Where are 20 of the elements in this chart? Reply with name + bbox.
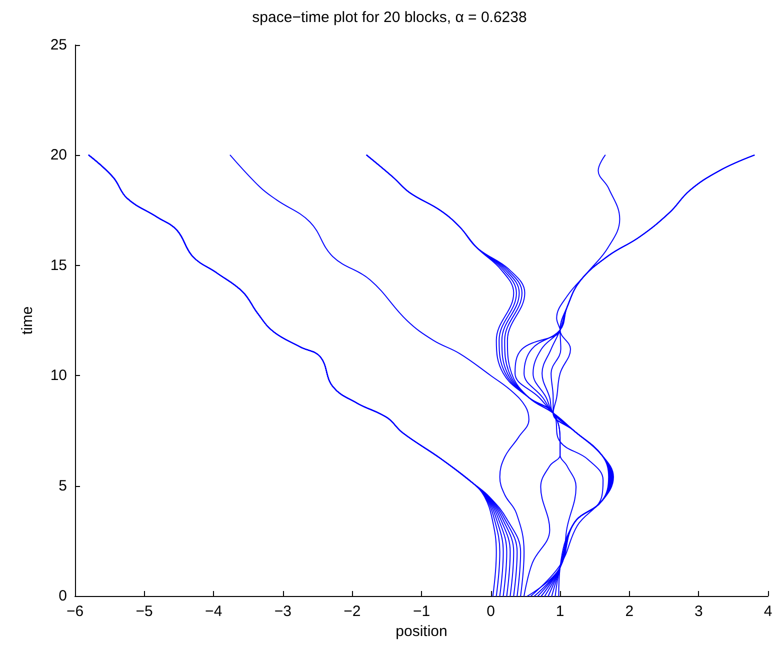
x-axis-title: position [396, 622, 448, 640]
x-tick-label: 3 [694, 603, 703, 620]
x-tick-label: 4 [764, 603, 772, 620]
x-tick-label: −2 [344, 603, 361, 620]
x-tick-label: −1 [412, 603, 430, 620]
x-tick-label: 0 [486, 603, 495, 620]
x-tick-label: −5 [136, 603, 153, 620]
y-tick-label: 5 [58, 477, 67, 494]
chart-title: space−time plot for 20 blocks, α = 0.6238 [252, 9, 527, 26]
x-tick-label: −6 [66, 603, 84, 620]
y-tick-label: 25 [50, 36, 67, 54]
x-tick-label: 2 [625, 603, 634, 620]
x-tick-label: 1 [556, 603, 564, 620]
y-tick-label: 20 [50, 146, 67, 164]
x-tick-label: −3 [274, 603, 292, 620]
y-tick-label: 15 [50, 256, 67, 274]
y-tick-label: 0 [58, 588, 67, 604]
y-axis-title: time [19, 306, 36, 335]
y-tick-label: 10 [50, 367, 67, 384]
x-tick-label: −4 [205, 603, 222, 620]
